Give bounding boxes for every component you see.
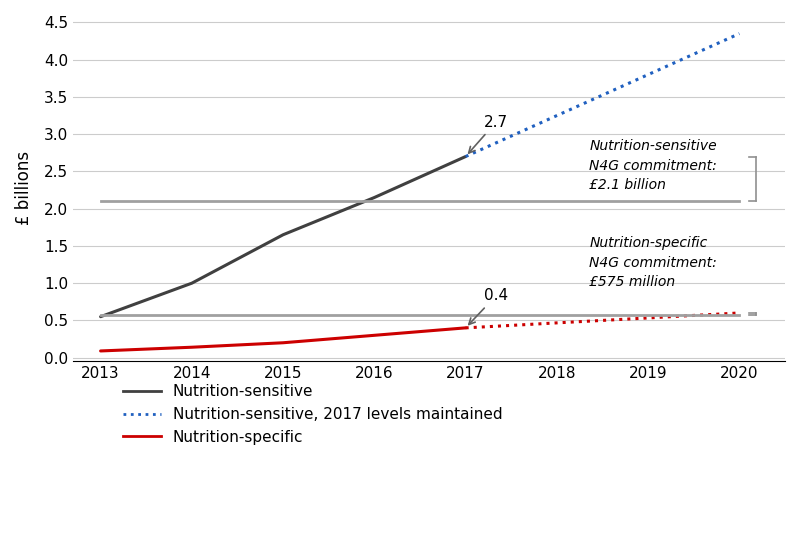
Text: 0.4: 0.4 xyxy=(469,288,508,325)
Text: 2.7: 2.7 xyxy=(469,115,508,153)
Text: Nutrition-sensitive
N4G commitment:
£2.1 billion: Nutrition-sensitive N4G commitment: £2.1… xyxy=(590,139,717,192)
Legend: Nutrition-sensitive, Nutrition-sensitive, 2017 levels maintained, Nutrition-spec: Nutrition-sensitive, Nutrition-sensitive… xyxy=(117,378,509,451)
Y-axis label: £ billions: £ billions xyxy=(15,151,33,225)
Text: Nutrition-specific
N4G commitment:
£575 million: Nutrition-specific N4G commitment: £575 … xyxy=(590,236,717,289)
